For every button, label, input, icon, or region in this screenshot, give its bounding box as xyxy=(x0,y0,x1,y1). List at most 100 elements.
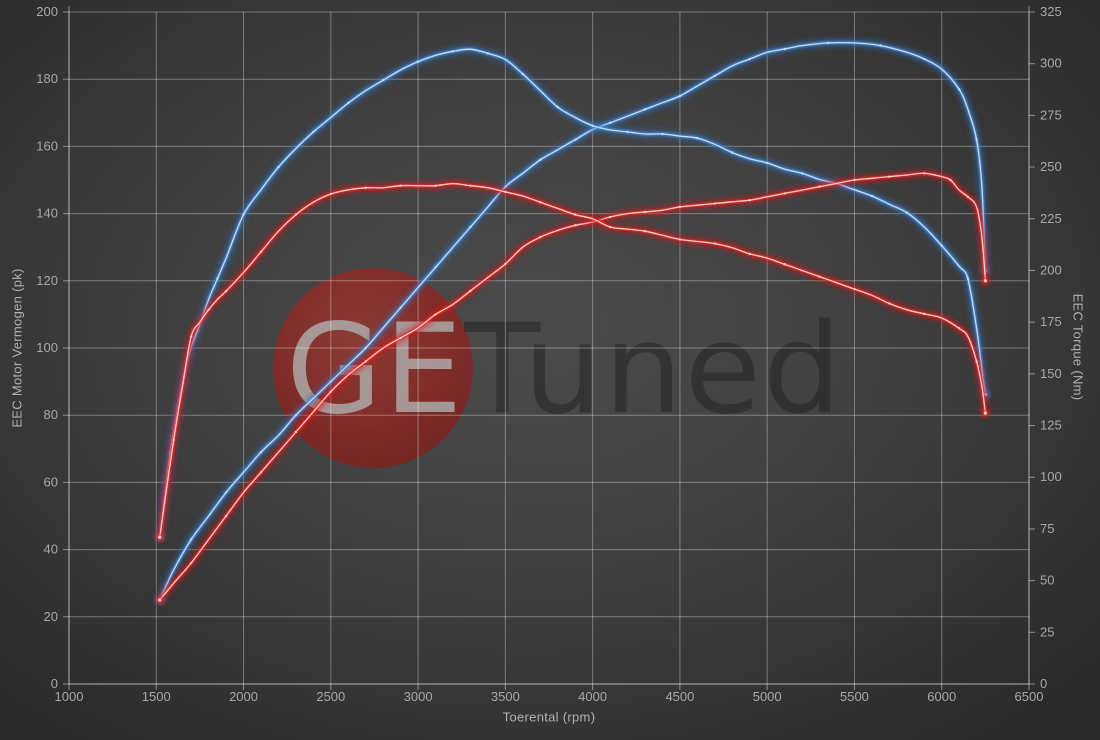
watermark-text: GETuned xyxy=(286,298,844,442)
red-power-marker xyxy=(888,175,891,178)
blue-torque-marker xyxy=(765,161,769,165)
red-power-marker xyxy=(224,514,228,518)
red-torque-marker xyxy=(259,250,263,254)
y-right-tick-label: 250 xyxy=(1040,159,1062,174)
blue-torque-marker xyxy=(940,244,943,247)
y-right-tick-label: 0 xyxy=(1040,676,1047,691)
red-power-marker xyxy=(539,235,542,239)
blue-power-marker xyxy=(294,414,298,417)
y-right-tick-label: 100 xyxy=(1040,469,1062,484)
y-right-tick-label: 25 xyxy=(1040,624,1054,639)
red-torque-marker xyxy=(818,275,821,278)
x-tick-label: 5500 xyxy=(840,689,869,704)
red-power-marker xyxy=(608,215,612,219)
blue-power-marker xyxy=(957,88,961,91)
red-torque-marker xyxy=(399,184,402,187)
y-right-tick-label: 50 xyxy=(1040,573,1054,588)
x-tick-label: 6500 xyxy=(1015,689,1044,704)
y-right-tick-label: 200 xyxy=(1040,262,1062,277)
y-right-tick-label: 125 xyxy=(1040,418,1062,433)
blue-power-marker xyxy=(827,41,830,45)
x-tick-label: 2000 xyxy=(229,689,258,704)
blue-torque-marker xyxy=(591,124,594,127)
red-power-marker xyxy=(189,561,193,565)
red-torque-marker xyxy=(504,190,507,194)
blue-power-marker xyxy=(879,44,882,47)
red-power-marker xyxy=(259,471,263,474)
red-power-marker xyxy=(748,198,751,202)
red-torque-marker xyxy=(294,213,298,216)
red-power-marker xyxy=(923,172,926,175)
blue-torque-marker xyxy=(347,101,350,105)
blue-torque-marker xyxy=(966,277,970,280)
blue-torque-marker xyxy=(731,151,734,154)
y-axis-title-right: EEC Torque (Nm) xyxy=(1070,293,1086,401)
y-right-tick-label: 175 xyxy=(1040,314,1062,329)
red-torque-endpoint xyxy=(158,535,162,539)
blue-torque-marker xyxy=(312,130,315,134)
blue-torque-marker xyxy=(216,277,219,280)
red-power-marker xyxy=(573,224,577,227)
blue-power-marker xyxy=(608,121,612,125)
blue-torque-marker xyxy=(661,132,664,136)
blue-power-marker xyxy=(434,266,437,269)
x-tick-label: 4000 xyxy=(578,689,607,704)
y-right-tick-label: 325 xyxy=(1040,4,1062,19)
red-power-marker xyxy=(713,202,717,205)
red-power-marker xyxy=(364,360,367,363)
y-left-tick-label: 200 xyxy=(36,4,58,19)
red-torque-marker xyxy=(434,184,437,187)
red-torque-marker xyxy=(975,360,978,363)
y-right-tick-label: 225 xyxy=(1040,211,1062,226)
red-torque-marker xyxy=(713,242,717,245)
blue-torque-marker xyxy=(905,211,909,214)
blue-torque-marker xyxy=(556,105,559,109)
x-tick-label: 5000 xyxy=(753,689,782,704)
x-tick-label: 2500 xyxy=(316,689,345,704)
y-left-tick-label: 0 xyxy=(51,676,58,691)
x-tick-label: 1500 xyxy=(142,689,171,704)
blue-torque-marker xyxy=(626,130,629,134)
blue-power-marker xyxy=(224,491,228,494)
y-right-tick-label: 75 xyxy=(1040,521,1054,536)
getuned-watermark: GETuned xyxy=(273,268,844,468)
blue-power-marker xyxy=(399,306,402,309)
red-power-marker xyxy=(643,210,647,214)
blue-power-marker xyxy=(469,225,472,229)
x-tick-label: 3000 xyxy=(404,689,433,704)
blue-torque-marker xyxy=(277,165,280,169)
red-power-marker xyxy=(469,289,472,293)
red-torque-marker xyxy=(957,327,961,330)
blue-torque-marker xyxy=(416,60,420,63)
grid xyxy=(68,11,1030,685)
red-torque-marker xyxy=(853,287,856,291)
red-torque-marker xyxy=(573,213,577,216)
red-torque-marker xyxy=(678,238,682,241)
red-torque-marker xyxy=(748,252,751,256)
blue-torque-marker xyxy=(696,136,699,140)
red-power-marker xyxy=(329,390,333,393)
red-power-marker xyxy=(949,178,952,182)
blue-power-marker xyxy=(713,74,717,78)
watermark-circle xyxy=(273,268,473,468)
red-torque-marker xyxy=(224,289,228,293)
red-torque-marker xyxy=(539,201,542,204)
red-torque-marker xyxy=(207,308,210,311)
blue-torque-marker xyxy=(800,172,804,175)
tick-labels: 1000 1500 2000 2500 3000 3500 4000 4500 5000 5500… xyxy=(36,4,1061,704)
x-tick-label: 1000 xyxy=(55,689,84,704)
blue-power-marker xyxy=(364,346,367,350)
y-left-tick-label: 140 xyxy=(36,206,58,221)
blue-torque-core xyxy=(159,48,987,538)
blue-torque-marker xyxy=(870,194,874,198)
red-torque-curve xyxy=(155,179,990,542)
red-power-marker xyxy=(678,205,682,209)
red-power-endpoint xyxy=(158,598,162,602)
red-torque-core xyxy=(159,182,987,538)
y-left-tick-label: 120 xyxy=(36,273,58,288)
red-torque-marker xyxy=(888,302,891,305)
blue-power-marker xyxy=(259,450,263,454)
blue-power-marker xyxy=(539,158,542,162)
